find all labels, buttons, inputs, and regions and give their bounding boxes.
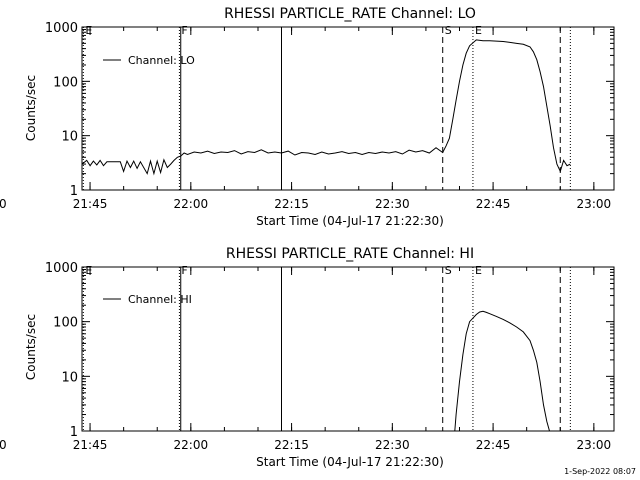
lo-chart-title: RHESSI PARTICLE_RATE Channel: LO	[224, 6, 476, 22]
footer-timestamp: 1-Sep-2022 08:07	[564, 467, 636, 476]
lo-y-tick-label: 1000	[45, 21, 78, 36]
hi-plot-frame	[81, 266, 615, 432]
lo-x-tick-label: 22:15	[274, 197, 309, 211]
hi-marker-label: S	[445, 264, 452, 277]
hi-x-tick-label: 22:30	[375, 438, 410, 452]
lo-marker-label: S	[445, 24, 452, 37]
lo-x-tick-label: 21:30	[0, 197, 7, 211]
lo-x-tick-label: 22:45	[476, 197, 511, 211]
hi-channel-panel: RHESSI PARTICLE_RATE Channel: HI Counts/…	[0, 246, 615, 469]
hi-x-axis-label: Start Time (04-Jul-17 21:22:30)	[256, 455, 444, 469]
lo-y-axis-label: Counts/sec	[24, 75, 38, 141]
lo-marker-label: E	[475, 24, 482, 37]
lo-x-tick-label: 21:45	[73, 197, 108, 211]
lo-channel-panel: RHESSI PARTICLE_RATE Channel: LO Counts/…	[0, 6, 615, 228]
hi-y-tick-label: 1000	[45, 261, 78, 276]
lo-y-tick-label: 1	[70, 184, 78, 199]
hi-x-tick-label: 23:00	[577, 438, 612, 452]
hi-marker-label: E	[85, 264, 92, 277]
lo-marker-label: F	[181, 24, 187, 37]
hi-x-tick-label: 22:15	[274, 438, 309, 452]
lo-x-axis-label: Start Time (04-Jul-17 21:22:30)	[256, 214, 444, 228]
lo-x-tick-label: 22:00	[174, 197, 209, 211]
hi-x-tick-label: 21:30	[0, 438, 7, 452]
hi-marker-label: F	[181, 264, 187, 277]
lo-x-tick-label: 23:00	[577, 197, 612, 211]
lo-legend-label: Channel: LO	[128, 54, 195, 67]
hi-y-tick-label: 100	[53, 316, 78, 331]
hi-marker-label: E	[475, 264, 482, 277]
hi-x-tick-label: 21:45	[73, 438, 108, 452]
lo-series-line	[81, 39, 571, 176]
hi-y-axis-label: Counts/sec	[24, 314, 38, 380]
hi-chart-title: RHESSI PARTICLE_RATE Channel: HI	[226, 246, 474, 262]
hi-x-tick-label: 22:00	[174, 438, 209, 452]
hi-y-tick-label: 1	[70, 425, 78, 440]
lo-y-tick-label: 100	[53, 75, 78, 90]
hi-legend-label: Channel: HI	[128, 293, 192, 306]
hi-series-line	[454, 310, 550, 432]
lo-plot-frame	[81, 26, 615, 191]
lo-y-tick-label: 10	[61, 130, 78, 145]
lo-x-tick-label: 22:30	[375, 197, 410, 211]
hi-x-tick-label: 22:45	[476, 438, 511, 452]
hi-y-tick-label: 10	[61, 370, 78, 385]
lo-marker-label: E	[85, 24, 92, 37]
